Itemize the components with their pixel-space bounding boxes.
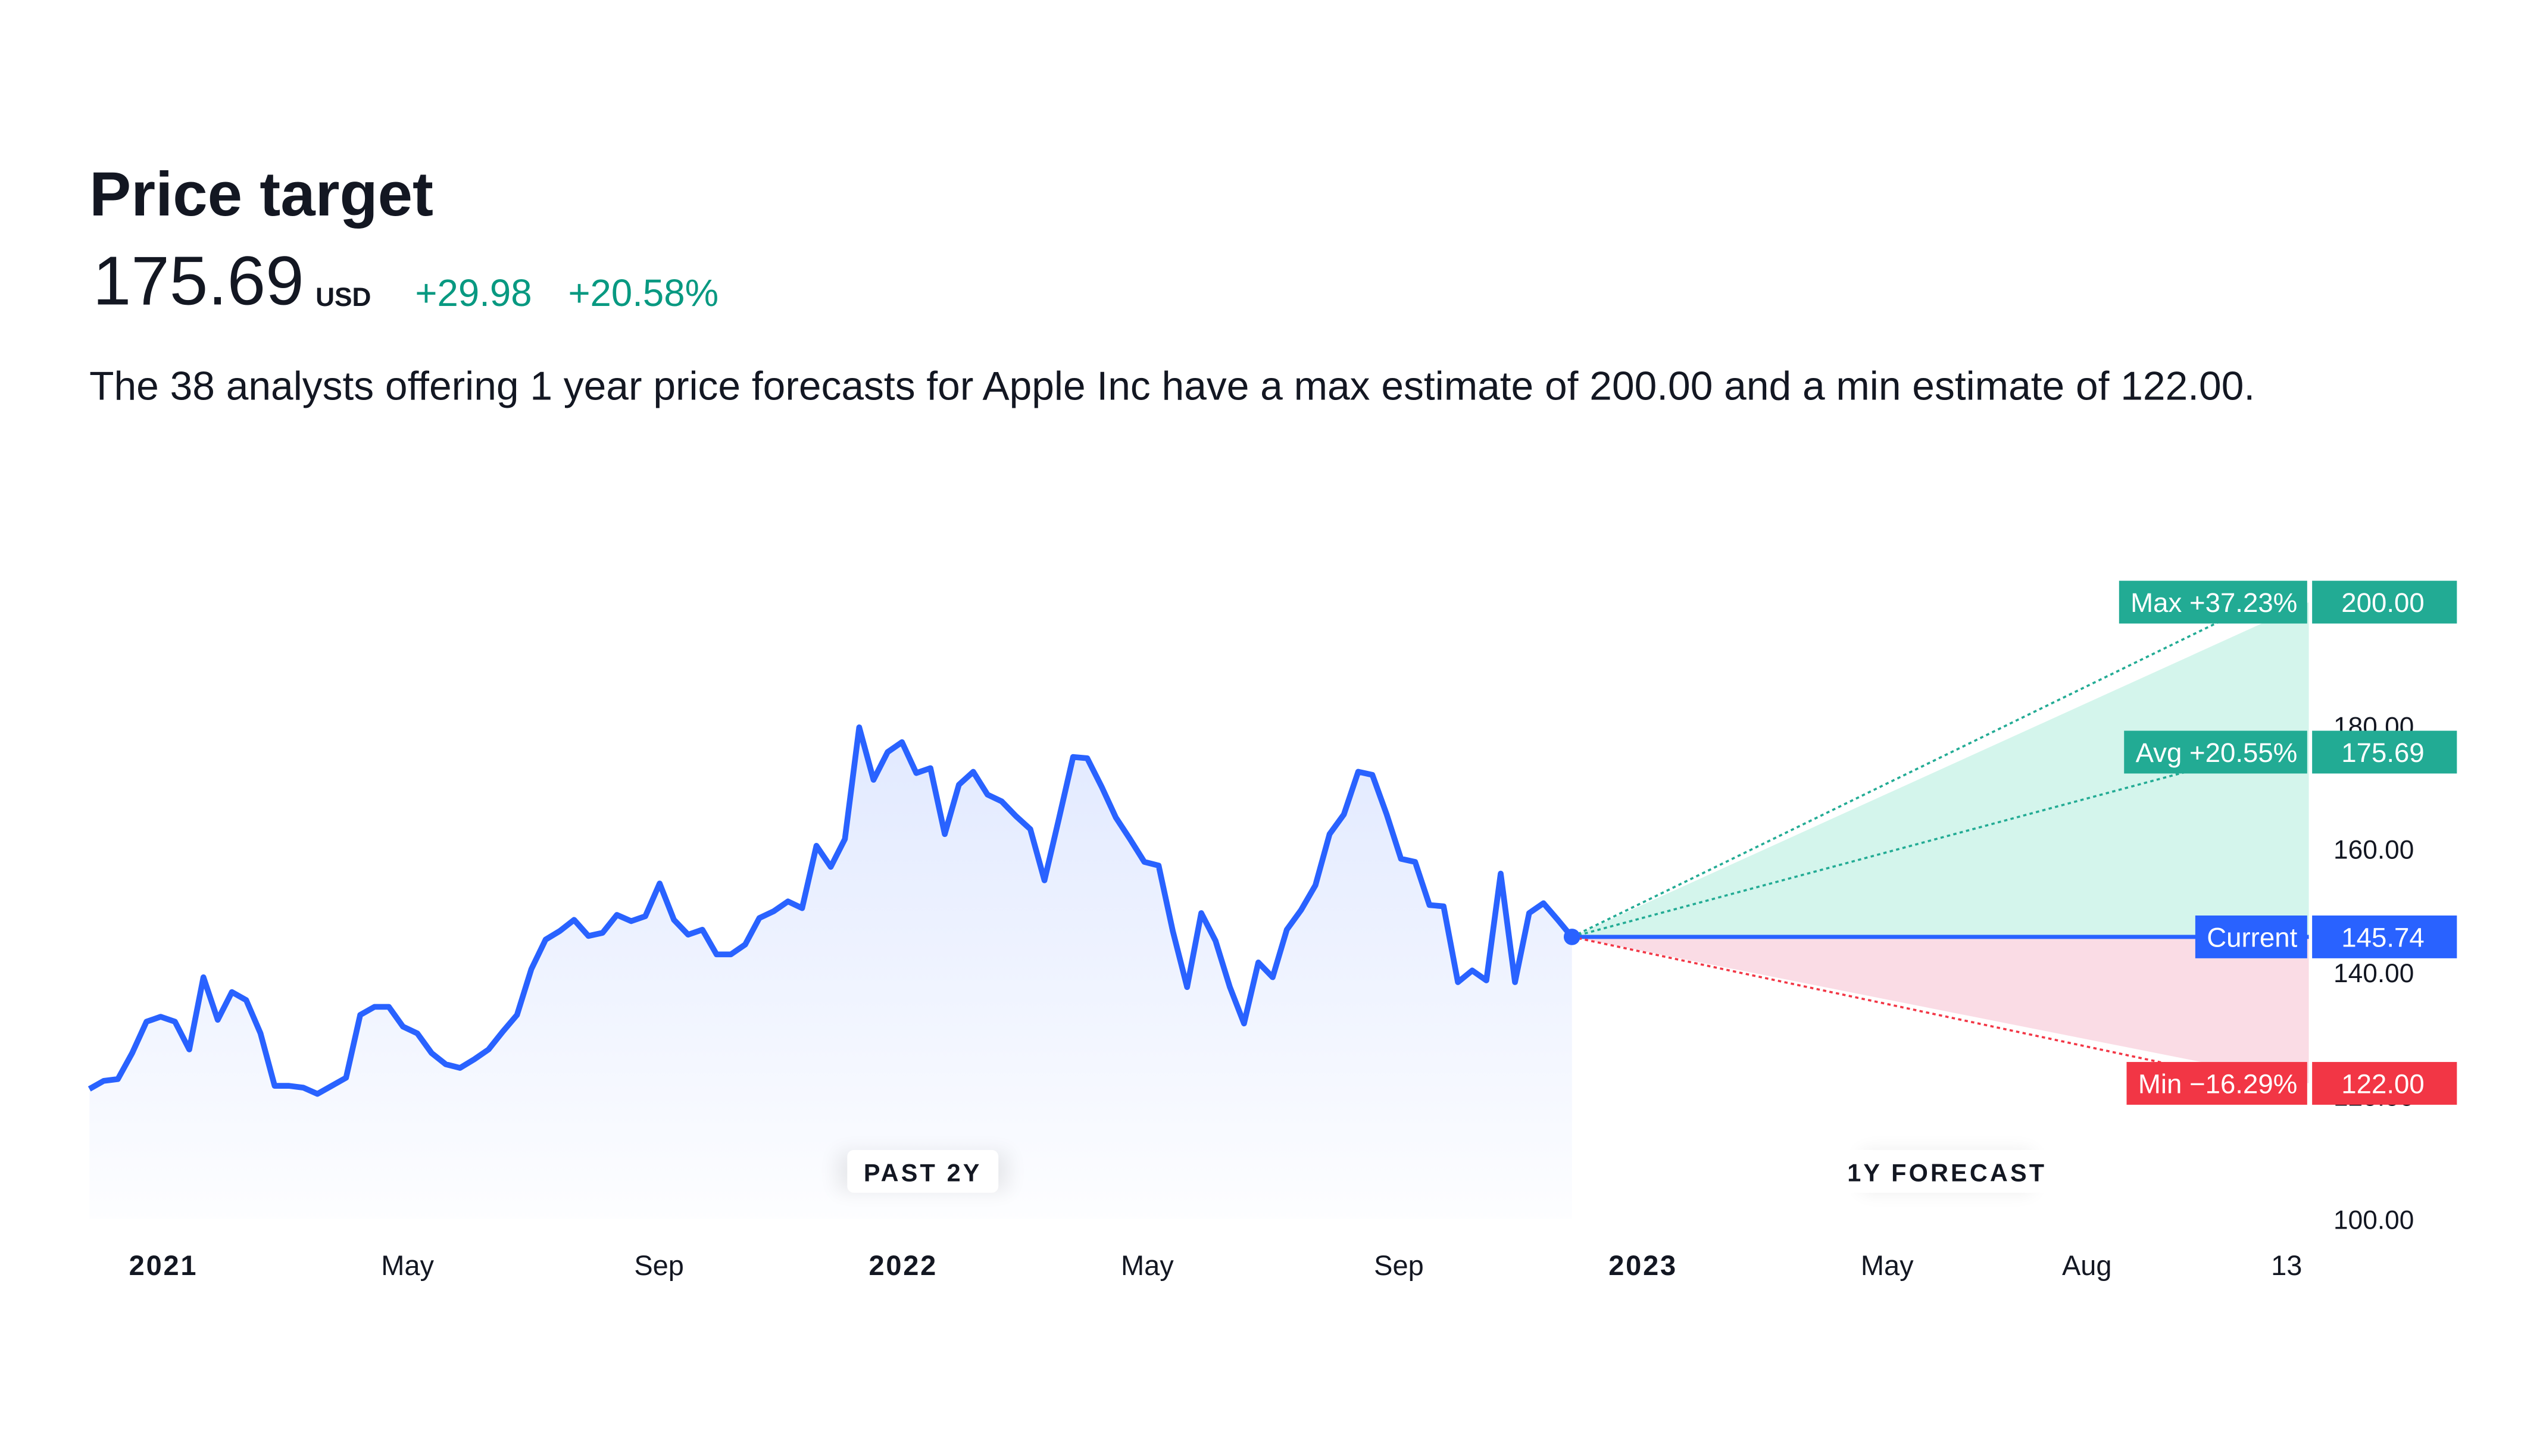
forecast-line <box>1572 751 2260 938</box>
forecast-name: Max +37.23% <box>2130 588 2297 618</box>
forecast-line <box>1571 601 2260 938</box>
region-label-box <box>1830 1149 2063 1193</box>
forecast-name: Avg +20.55% <box>2136 738 2298 768</box>
current-point <box>1563 929 1580 945</box>
forecast-name-box <box>2195 916 2307 958</box>
forecast-value: 175.69 <box>2341 738 2424 768</box>
change: +29.98 <box>415 272 532 314</box>
region-label: 1Y FORECAST <box>1847 1158 2047 1186</box>
forecast-value: 200.00 <box>2341 588 2424 618</box>
y-tick-label: 160.00 <box>2333 836 2414 865</box>
x-tick-label: 2022 <box>869 1249 938 1281</box>
forecast-up-area <box>1572 602 2309 937</box>
currency: USD <box>315 283 371 312</box>
forecast-value-box <box>2312 1062 2457 1105</box>
price-area <box>89 727 1572 1220</box>
x-tick-label: May <box>381 1249 434 1281</box>
x-tick-label: Sep <box>634 1249 684 1281</box>
x-tick-label: 2021 <box>129 1249 198 1281</box>
forecast-name: Current <box>2207 923 2297 953</box>
x-tick-label: May <box>1121 1249 1174 1281</box>
y-tick-label: 140.00 <box>2333 959 2414 988</box>
forecast-line <box>1572 936 2260 1085</box>
forecast-value: 145.74 <box>2341 923 2424 953</box>
forecast-down-area <box>1572 936 2309 1083</box>
forecast-name-box <box>2119 580 2307 624</box>
change-percent: +20.58% <box>568 272 718 314</box>
price: 175.69 <box>93 242 304 319</box>
y-tick-label: 100.00 <box>2333 1206 2414 1235</box>
title: Price target <box>89 160 433 229</box>
region-label-box <box>847 1149 999 1193</box>
forecast-name-box <box>2126 1062 2307 1105</box>
region-label: PAST 2Y <box>864 1158 982 1186</box>
price-line <box>88 724 1574 1097</box>
forecast-name-box <box>2124 730 2307 774</box>
forecast-value: 122.00 <box>2341 1069 2424 1099</box>
x-tick-label: Aug <box>2062 1249 2112 1281</box>
x-tick-label: May <box>1861 1249 1914 1281</box>
x-tick-label: 13 <box>2271 1249 2302 1281</box>
x-tick-label: Sep <box>1374 1249 1424 1281</box>
forecast-value-box <box>2312 916 2457 958</box>
forecast-value-box <box>2312 580 2457 624</box>
description: The 38 analysts offering 1 year price fo… <box>89 364 2255 409</box>
forecast-name: Min −16.29% <box>2138 1069 2297 1099</box>
forecast-value-box <box>2312 730 2457 774</box>
x-tick-label: 2023 <box>1608 1249 1677 1281</box>
